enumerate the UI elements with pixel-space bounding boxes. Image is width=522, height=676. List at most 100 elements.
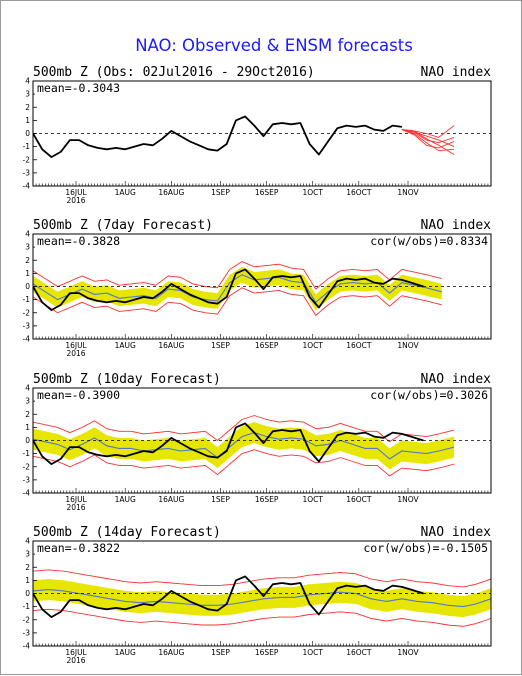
y-tick-label: 1 xyxy=(25,269,30,278)
correlation-label-bg xyxy=(353,389,489,402)
y-tick-label: 4 xyxy=(25,230,30,239)
y-tick-label: 0 xyxy=(25,589,30,598)
y-tick-label: -1 xyxy=(23,142,31,151)
x-tick-label: 16JUL xyxy=(65,648,87,657)
x-tick-label: 1OCT xyxy=(302,495,323,504)
x-tick-label: 16JUL xyxy=(65,188,87,197)
panel-title: 500mb Z (14day Forecast) xyxy=(33,525,221,540)
y-tick-label: 2 xyxy=(25,103,30,112)
x-tick-label: 1OCT xyxy=(302,341,323,350)
panel-right-label: NAO index xyxy=(421,525,492,540)
ensemble-member-line xyxy=(401,129,455,144)
forecast-spread-band xyxy=(33,422,455,470)
panel-right-label: NAO index xyxy=(421,65,492,80)
ensemble-member-line xyxy=(401,129,455,152)
x-tick-label: 16AUG xyxy=(158,341,184,350)
forecast-mean-line xyxy=(33,274,442,304)
x-tick-label: 16OCT xyxy=(346,341,372,350)
mean-label: mean=-0.3822 xyxy=(37,541,120,555)
x-tick-label: 16JUL xyxy=(65,495,87,504)
y-tick-label: 4 xyxy=(25,77,30,86)
panel-right-label: NAO index xyxy=(421,372,492,387)
x-tick-label: 16OCT xyxy=(346,495,372,504)
main-title: NAO: Observed & ENSM forecasts xyxy=(135,36,413,55)
x-tick-label: 1SEP xyxy=(211,648,230,657)
forecast-envelope-lower xyxy=(33,287,442,317)
y-tick-label: 0 xyxy=(25,436,30,445)
y-tick-label: 3 xyxy=(25,243,30,252)
x-tick-label: 1NOV xyxy=(397,648,419,657)
x-tick-label: 1AUG xyxy=(115,188,136,197)
x-tick-label: 16JUL xyxy=(65,341,87,350)
x-tick-label: 1NOV xyxy=(397,495,419,504)
x-tick-label: 16OCT xyxy=(346,648,372,657)
forecast-envelope-lower xyxy=(33,449,455,477)
observed-line xyxy=(33,268,424,312)
y-tick-label: -3 xyxy=(23,168,31,177)
y-tick-label: -3 xyxy=(23,321,31,330)
forecast-mean-line xyxy=(33,432,455,460)
forecast-spread-band xyxy=(33,579,491,618)
mean-label: mean=-0.3043 xyxy=(37,81,120,95)
panel-10day: 500mb Z (10day Forecast) NAO index 4 3 2 1 0… xyxy=(23,372,492,512)
panel-title: 500mb Z (7day Forecast) xyxy=(33,218,213,233)
y-tick-label: 2 xyxy=(25,563,30,572)
forecast-envelope-upper xyxy=(33,261,442,290)
mean-label-bg xyxy=(35,389,115,402)
x-tick-label: 16SEP xyxy=(255,648,279,657)
ensemble-member-line xyxy=(401,125,455,138)
x-tick-label: 1NOV xyxy=(397,341,419,350)
panel-observed: 500mb Z (Obs: 02Jul2016 - 29Oct2016) NAO… xyxy=(23,65,492,205)
mean-label-bg xyxy=(35,542,115,555)
x-tick-label: 16OCT xyxy=(346,188,372,197)
y-tick-label: -3 xyxy=(23,628,31,637)
y-tick-label: -1 xyxy=(23,602,31,611)
plot-area xyxy=(33,569,491,627)
forecast-envelope-lower xyxy=(33,608,491,627)
x-tick-label: 1AUG xyxy=(115,495,136,504)
y-tick-label: 1 xyxy=(25,576,30,585)
plot-area xyxy=(33,415,491,477)
observed-line xyxy=(33,575,424,618)
panel-title: 500mb Z (Obs: 02Jul2016 - 29Oct2016) xyxy=(33,65,315,80)
x-tick-label: 1SEP xyxy=(211,495,230,504)
y-tick-label: -1 xyxy=(23,295,31,304)
y-tick-label: 4 xyxy=(25,384,30,393)
mean-label: mean=-0.3828 xyxy=(37,234,120,248)
y-tick-label: 1 xyxy=(25,423,30,432)
y-tick-label: 3 xyxy=(25,397,30,406)
y-tick-label: -1 xyxy=(23,449,31,458)
y-tick-label: 1 xyxy=(25,116,30,125)
x-tick-label: 1AUG xyxy=(115,648,136,657)
correlation-label: cor(w/obs)=0.8334 xyxy=(370,234,488,248)
y-tick-label: -3 xyxy=(23,475,31,484)
panel-right-label: NAO index xyxy=(421,218,492,233)
y-tick-label: 0 xyxy=(25,282,30,291)
x-tick-label: 16SEP xyxy=(255,341,279,350)
y-tick-label: -4 xyxy=(23,489,31,498)
x-tick-label: 16AUG xyxy=(158,188,184,197)
correlation-label-bg xyxy=(353,235,489,248)
x-tick-label: 1SEP xyxy=(211,341,230,350)
y-tick-label: 4 xyxy=(25,537,30,546)
x-tick-label: 16SEP xyxy=(255,188,279,197)
x-tick-label: 1SEP xyxy=(211,188,230,197)
y-tick-label: -2 xyxy=(23,155,31,164)
correlation-label: cor(w/obs)=0.3026 xyxy=(370,388,488,402)
x-tick-year-label: 2016 xyxy=(66,503,85,512)
panel-14day: 500mb Z (14day Forecast) NAO index 4 3 2 1 0… xyxy=(23,525,492,665)
mean-label: mean=-0.3900 xyxy=(37,388,120,402)
panel-7day: 500mb Z (7day Forecast) NAO index 4 3 2 1 0 -… xyxy=(23,218,492,358)
observed-line xyxy=(33,422,424,466)
x-tick-year-label: 2016 xyxy=(66,656,85,665)
mean-label-bg xyxy=(35,235,115,248)
y-tick-label: -4 xyxy=(23,335,31,344)
y-tick-label: -4 xyxy=(23,182,31,191)
ensemble-member-line xyxy=(401,129,455,149)
x-tick-label: 1NOV xyxy=(397,188,419,197)
correlation-label-bg xyxy=(353,542,489,555)
y-tick-label: -2 xyxy=(23,615,31,624)
x-tick-label: 1OCT xyxy=(302,188,323,197)
